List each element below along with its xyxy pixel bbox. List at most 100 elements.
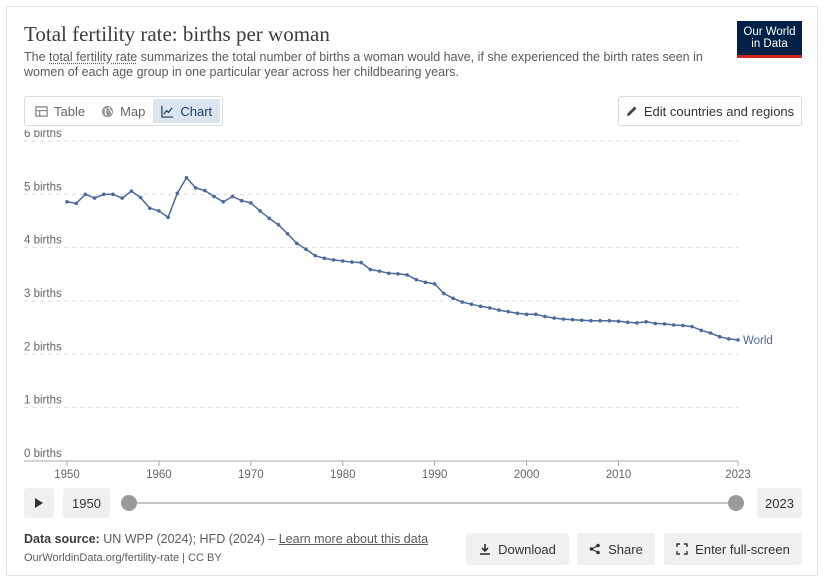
data-point xyxy=(570,317,575,322)
data-point xyxy=(469,302,474,306)
learn-more-link[interactable]: Learn more about this data xyxy=(278,532,429,546)
data-point xyxy=(294,241,299,246)
view-tabs: Table Map Chart xyxy=(24,96,224,126)
share-label: Share xyxy=(608,541,643,557)
download-button[interactable]: Download xyxy=(466,533,569,565)
play-icon xyxy=(35,498,43,508)
data-point xyxy=(74,201,78,206)
source-url: OurWorldinData.org/fertility-rate | CC B… xyxy=(24,552,222,564)
data-point xyxy=(313,253,317,258)
data-point xyxy=(377,269,382,273)
data-point xyxy=(276,222,281,227)
data-point xyxy=(92,196,97,200)
source-text: UN WPP (2024); HFD (2024) – xyxy=(99,532,279,546)
y-tick-label: 4 births xyxy=(24,235,62,247)
data-point xyxy=(193,186,198,190)
x-tick-label: 1980 xyxy=(330,469,356,481)
subtitle-text-pre: The xyxy=(24,50,50,64)
share-icon xyxy=(589,543,600,555)
pencil-icon xyxy=(626,106,637,116)
tab-chart-label: Chart xyxy=(180,103,213,119)
data-point xyxy=(488,306,492,310)
logo-line-1: Our World xyxy=(743,26,796,38)
data-point xyxy=(717,334,722,339)
data-point xyxy=(65,200,69,204)
data-point xyxy=(166,215,170,220)
data-point xyxy=(708,331,713,335)
y-tick-label: 2 births xyxy=(24,341,62,353)
share-button[interactable]: Share xyxy=(577,533,655,565)
tab-table[interactable]: Table xyxy=(27,99,93,123)
data-point xyxy=(616,319,621,324)
data-point xyxy=(515,311,520,316)
data-point xyxy=(690,324,694,329)
source-label: Data source: xyxy=(24,532,100,546)
data-point xyxy=(625,320,630,325)
data-point xyxy=(681,323,685,328)
data-point xyxy=(340,259,345,263)
data-point xyxy=(533,312,538,317)
data-point xyxy=(267,216,272,221)
tab-table-label: Table xyxy=(54,103,86,119)
tab-map[interactable]: Map xyxy=(93,99,153,123)
tab-map-label: Map xyxy=(120,103,146,119)
y-tick-label: 0 births xyxy=(24,448,62,460)
owid-logo[interactable]: Our World in Data xyxy=(737,21,802,58)
data-point xyxy=(221,200,226,204)
data-point xyxy=(285,232,290,236)
data-point xyxy=(451,296,455,301)
data-point xyxy=(396,272,400,276)
page-title: Total fertility rate: births per woman xyxy=(24,22,330,46)
data-point xyxy=(736,338,740,342)
logo-line-2: in Data xyxy=(751,38,788,50)
data-point xyxy=(671,323,676,327)
edit-countries-label: Edit countries and regions xyxy=(643,103,795,119)
data-point xyxy=(83,192,88,197)
data-point xyxy=(524,312,529,317)
data-point xyxy=(460,300,465,304)
timeline-start-year[interactable]: 1950 xyxy=(63,488,110,518)
data-point xyxy=(203,188,207,193)
download-label: Download xyxy=(498,541,556,557)
data-point xyxy=(598,318,602,323)
table-icon xyxy=(35,105,48,117)
timeline-start-handle[interactable] xyxy=(121,495,137,511)
x-tick-label: 2010 xyxy=(606,469,632,481)
data-point xyxy=(478,304,483,309)
data-point xyxy=(249,201,253,205)
data-point xyxy=(138,195,143,200)
timeline-slider-track[interactable] xyxy=(129,502,736,504)
tab-chart[interactable]: Chart xyxy=(153,99,221,123)
data-point xyxy=(699,328,704,333)
x-tick-label: 2023 xyxy=(725,469,751,481)
edit-countries-button[interactable]: Edit countries and regions xyxy=(618,96,802,126)
play-button[interactable] xyxy=(24,488,54,518)
data-point xyxy=(644,320,648,324)
data-point xyxy=(258,209,262,213)
data-source: Data source: UN WPP (2024); HFD (2024) –… xyxy=(24,532,428,546)
data-point xyxy=(432,282,437,286)
chart-subtitle: The total fertility rate summarizes the … xyxy=(24,50,724,80)
data-point xyxy=(589,318,593,323)
data-point xyxy=(129,189,134,193)
data-point xyxy=(239,198,244,203)
data-point xyxy=(212,194,216,199)
fullscreen-button[interactable]: Enter full-screen xyxy=(664,533,802,565)
data-point xyxy=(101,192,106,197)
line-chart-icon xyxy=(161,105,174,118)
data-point xyxy=(662,322,667,326)
x-tick-label: 2000 xyxy=(514,469,540,481)
y-tick-label: 1 births xyxy=(24,395,62,407)
timeline-end-year[interactable]: 2023 xyxy=(757,488,802,518)
series-line-world xyxy=(66,177,739,341)
data-point xyxy=(727,337,731,341)
data-point xyxy=(386,271,391,276)
y-tick-label: 3 births xyxy=(24,288,62,300)
y-tick-label: 6 births xyxy=(24,130,62,140)
data-point xyxy=(543,314,547,319)
data-point xyxy=(497,308,501,312)
data-point xyxy=(111,192,115,197)
timeline-end-handle[interactable] xyxy=(728,495,744,511)
subtitle-term-link[interactable]: total fertility rate xyxy=(49,50,138,64)
fullscreen-icon xyxy=(676,543,688,555)
